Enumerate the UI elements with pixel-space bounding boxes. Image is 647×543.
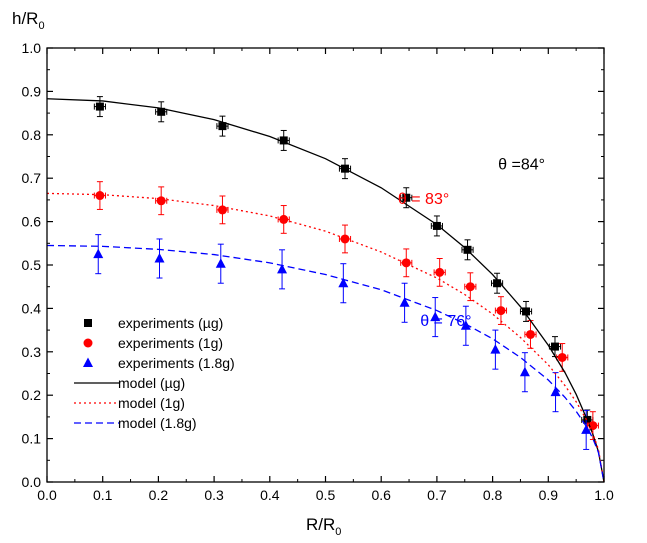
y-tick-label: 0.7: [22, 170, 42, 186]
x-tick-label: 1.0: [594, 487, 614, 503]
contact-angle-annotation: θ =84°: [498, 157, 545, 174]
data-point: [519, 366, 530, 377]
data-point: [154, 252, 165, 263]
legend-label: experiments (µg): [118, 315, 223, 331]
legend-marker-swatch: [84, 319, 92, 327]
legend-item: model (1g): [74, 395, 185, 411]
model-curve: [46, 192, 605, 483]
annotations-layer: θ =84° θ = 83° θ = 76°: [398, 157, 545, 330]
legend: experiments (µg) experiments (1g) experime…: [74, 315, 235, 431]
series-2: [93, 234, 592, 450]
legend-label: experiments (1.8g): [118, 355, 235, 371]
x-tick-label: 0.3: [204, 487, 224, 503]
data-point: [465, 282, 475, 292]
y-tick-label: 0.2: [22, 387, 42, 403]
y-tick-label: 0.3: [22, 344, 42, 360]
contact-angle-annotation: θ = 83°: [398, 191, 449, 208]
data-point: [93, 248, 104, 259]
contact-angle-annotation: θ = 76°: [420, 313, 471, 330]
x-tick-label: 0.7: [427, 487, 447, 503]
data-point: [432, 221, 441, 230]
legend-item: model (1.8g): [74, 415, 197, 431]
x-tick-label: 0.9: [539, 487, 559, 503]
y-tick-label: 0.4: [22, 300, 42, 316]
x-tick-label: 0.6: [371, 487, 391, 503]
data-point: [95, 191, 105, 201]
data-point: [399, 297, 410, 307]
legend-label: model (1.8g): [118, 415, 197, 431]
data-point: [402, 193, 411, 202]
data-point: [493, 279, 502, 288]
data-point: [550, 342, 559, 351]
y-tick-label: 0.8: [22, 127, 42, 143]
y-tick-label: 0.1: [22, 431, 42, 447]
series-5: [46, 244, 605, 483]
data-point: [460, 320, 471, 330]
legend-item: model (µg): [74, 375, 185, 391]
data-point: [157, 107, 166, 116]
series-layer: [46, 96, 605, 483]
data-point: [217, 205, 227, 215]
series-1: [93, 181, 599, 440]
y-tick-label: 0.9: [22, 83, 42, 99]
data-point: [156, 196, 166, 206]
legend-label: model (1g): [118, 395, 185, 411]
data-point: [525, 329, 535, 339]
axes-layer: 0.0 0.1 0.2 0.3 0.4 0.5 0.6 0.7 0.8 0.9 1.0 0.0 0.1 0…: [22, 40, 614, 503]
x-tick-label: 0.0: [37, 487, 57, 503]
y-tick-label: 0.5: [22, 257, 42, 273]
x-tick-label: 0.4: [260, 487, 280, 503]
data-point: [340, 234, 350, 244]
data-point: [490, 344, 501, 354]
data-point: [279, 214, 289, 224]
data-point: [557, 352, 567, 362]
series-4: [46, 192, 605, 483]
data-point: [522, 307, 531, 316]
y-tick-label: 0.0: [22, 474, 42, 490]
legend-label: experiments (1g): [118, 335, 223, 351]
data-point: [550, 386, 561, 397]
y-tick-label: 0.6: [22, 214, 42, 230]
x-tick-label: 0.1: [93, 487, 113, 503]
legend-item: experiments (1g): [83, 335, 223, 351]
x-axis-label: R/R0: [306, 515, 341, 538]
legend-label: model (µg): [118, 375, 185, 391]
x-tick-label: 0.8: [483, 487, 503, 503]
legend-marker-swatch: [83, 338, 93, 348]
data-point: [430, 311, 441, 322]
data-point: [435, 267, 445, 277]
data-point: [215, 258, 226, 268]
y-axis-label: h/R0: [12, 9, 45, 32]
data-point: [277, 263, 288, 274]
data-point: [338, 277, 349, 288]
data-point: [218, 122, 227, 131]
x-tick-label: 0.2: [149, 487, 169, 503]
data-point: [496, 306, 506, 316]
model-curve: [46, 98, 605, 483]
data-point: [95, 102, 104, 111]
series-3: [46, 98, 605, 483]
x-tick-label: 0.5: [316, 487, 336, 503]
y-tick-label: 1.0: [22, 40, 42, 56]
legend-marker-swatch: [83, 357, 93, 367]
model-curve: [46, 244, 605, 483]
data-point: [279, 136, 288, 145]
legend-item: experiments (µg): [84, 315, 223, 331]
legend-item: experiments (1.8g): [83, 355, 235, 371]
